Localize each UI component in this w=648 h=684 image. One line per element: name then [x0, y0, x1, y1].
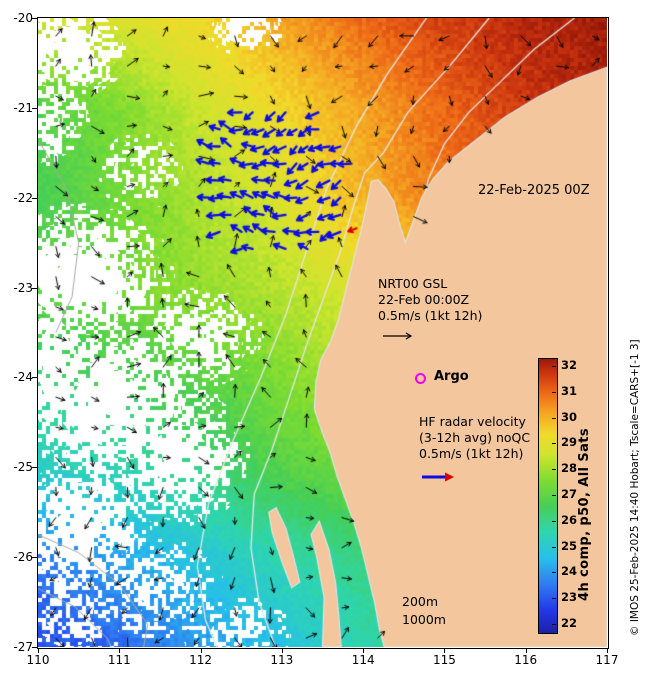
colorbar-tick-label: 29 — [561, 435, 578, 450]
x-axis-tick-label: 115 — [432, 653, 456, 667]
colorbar-tick — [552, 572, 556, 574]
depth-label-200m: 200m — [402, 594, 439, 609]
nrt-legend-line3: 0.5m/s (1kt 12h) — [378, 308, 483, 323]
x-axis-tick-label: 113 — [270, 653, 294, 667]
x-axis-tick-label: 112 — [189, 653, 213, 667]
y-axis-tick-label: -23 — [13, 280, 33, 295]
y-axis-tick — [32, 467, 37, 469]
y-axis-tick — [32, 647, 37, 648]
colorbar-title: 4h comp, p50, All Sats — [577, 427, 592, 601]
colorbar-tick — [552, 520, 556, 522]
x-axis-tick-label: 114 — [351, 653, 375, 667]
nrt-legend: NRT00 GSL 22-Feb 00:00Z 0.5m/s (1kt 12h) — [378, 276, 482, 341]
x-axis-tick — [363, 648, 365, 653]
y-axis-tick-label: -21 — [13, 100, 33, 115]
colorbar-tick — [552, 443, 556, 445]
colorbar-tick-label: 28 — [561, 461, 578, 476]
y-axis-tick — [32, 557, 37, 559]
nrt-legend-line1: NRT00 GSL — [378, 276, 448, 291]
hf-legend-line1: HF radar velocity — [419, 414, 526, 429]
y-axis-tick-label: -22 — [13, 190, 33, 205]
x-axis-tick-label: 116 — [514, 653, 538, 667]
y-axis-tick-label: -25 — [13, 460, 33, 475]
hf-radar-legend: HF radar velocity (3-12h avg) noQC 0.5m/… — [419, 414, 530, 483]
y-axis-tick — [32, 107, 37, 109]
colorbar-tick-label: 32 — [561, 358, 578, 372]
map-date-label: 22-Feb-2025 00Z — [478, 183, 590, 198]
colorbar-tick-label: 22 — [561, 616, 578, 630]
colorbar-tick-label: 23 — [561, 590, 578, 605]
y-axis-tick — [32, 18, 37, 19]
depth-contour-labels: 200m 1000m — [402, 593, 446, 629]
hf-legend-line2: (3-12h avg) noQC — [419, 430, 531, 445]
depth-label-1000m: 1000m — [402, 612, 446, 627]
colorbar-tick — [552, 624, 556, 625]
colorbar-tick-label: 30 — [561, 409, 578, 424]
x-axis-tick — [281, 648, 283, 653]
colorbar-tick — [552, 469, 556, 471]
colorbar-tick — [552, 391, 556, 393]
colorbar-tick — [552, 598, 556, 600]
colorbar-tick — [552, 546, 556, 548]
x-axis-tick — [607, 648, 608, 653]
y-axis-tick-label: -27 — [13, 640, 33, 654]
colorbar-tick-label: 24 — [561, 564, 578, 579]
colorbar-tick — [552, 417, 556, 419]
colorbar-tick — [552, 366, 556, 367]
argo-marker-icon — [415, 373, 426, 384]
colorbar-tick-label: 25 — [561, 538, 578, 553]
y-axis-tick-label: -26 — [13, 550, 33, 565]
x-axis-tick — [119, 648, 121, 653]
argo-label: Argo — [434, 369, 469, 384]
x-axis-tick-label: 110 — [26, 653, 50, 667]
y-axis-tick — [32, 197, 37, 199]
x-axis-tick — [444, 648, 446, 653]
hf-legend-line3: 0.5m/s (1kt 12h) — [419, 446, 524, 461]
colorbar-tick-label: 27 — [561, 487, 578, 501]
y-axis-tick — [32, 287, 37, 289]
y-axis-tick-label: -24 — [13, 370, 33, 385]
nrt-legend-line2: 22-Feb 00:00Z — [378, 292, 470, 307]
nrt-scale-arrow-icon — [383, 332, 413, 340]
colorbar-tick-label: 26 — [561, 512, 578, 527]
colorbar-tick-label: 31 — [561, 383, 578, 398]
x-axis-tick — [200, 648, 202, 653]
y-axis-tick-label: -20 — [13, 11, 33, 25]
x-axis-tick — [525, 648, 527, 653]
y-axis-tick — [32, 377, 37, 379]
credit-text: © IMOS 25-Feb-2025 14:40 Hobart; Tscale=… — [629, 339, 641, 636]
colorbar — [538, 358, 558, 634]
plot-border — [37, 17, 609, 649]
x-axis-tick-label: 117 — [595, 653, 619, 667]
hf-scale-arrow-icon — [422, 472, 454, 482]
colorbar-tick — [552, 495, 556, 496]
x-axis-tick — [38, 648, 39, 653]
sst-map-canvas — [38, 18, 607, 647]
x-axis-tick-label: 111 — [107, 653, 131, 667]
